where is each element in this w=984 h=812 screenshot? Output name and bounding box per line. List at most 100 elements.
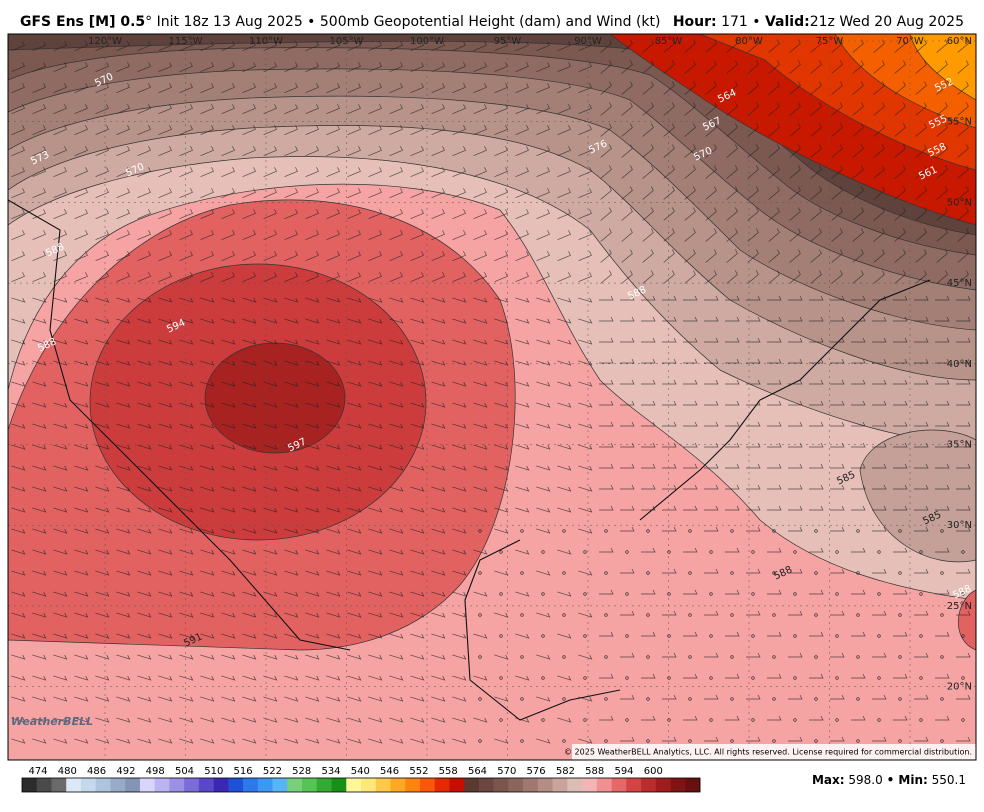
wind-barb	[473, 251, 487, 262]
wind-barb	[347, 591, 362, 597]
wind-barb	[326, 423, 341, 429]
wind-barb	[852, 144, 864, 158]
wind-barb	[746, 505, 761, 511]
latitude-label: 20°N	[947, 682, 972, 693]
wind-barb	[809, 505, 824, 511]
wind-barb	[768, 81, 780, 95]
wind-barb	[578, 402, 593, 408]
wind-barb	[389, 146, 403, 157]
wind-barb	[725, 316, 740, 322]
calm-barb	[478, 697, 482, 701]
wind-barb	[263, 339, 278, 345]
wind-barb	[137, 41, 151, 52]
wind-barb	[494, 339, 509, 345]
wind-barb	[515, 297, 530, 303]
wind-barb	[326, 696, 341, 702]
calm-barb	[856, 697, 860, 701]
wind-barb	[725, 442, 740, 448]
wind-barb	[137, 507, 152, 513]
wind-barb	[935, 484, 950, 490]
wind-barb	[935, 358, 950, 364]
wind-barb	[200, 423, 215, 429]
wind-barb	[431, 339, 446, 345]
calm-barb	[709, 634, 713, 638]
colorbar-swatch	[184, 778, 200, 792]
wind-barb	[705, 249, 717, 263]
wind-barb	[683, 715, 698, 721]
wind-barb	[452, 549, 467, 555]
wind-barb	[221, 654, 236, 660]
wind-barb	[389, 272, 403, 283]
wind-barb	[263, 297, 278, 303]
wind-barb	[767, 631, 782, 637]
wind-barb	[452, 486, 467, 492]
wind-barb	[410, 486, 425, 492]
wind-barb	[914, 526, 929, 532]
wind-barb	[662, 610, 677, 616]
wind-barb	[284, 272, 298, 283]
wind-barb	[158, 465, 173, 471]
wind-barb	[137, 696, 152, 702]
calm-barb	[919, 550, 923, 554]
wind-barb	[915, 39, 927, 53]
wind-barb	[284, 696, 299, 702]
wind-barb	[32, 360, 47, 366]
wind-barb	[137, 230, 151, 241]
longitude-label: 105°W	[330, 36, 364, 47]
wind-barb	[473, 675, 488, 681]
wind-barb	[956, 568, 971, 574]
wind-barb	[557, 507, 572, 513]
wind-barb	[704, 568, 719, 574]
wind-barb	[95, 549, 110, 555]
wind-barb	[431, 251, 445, 262]
wind-barb	[305, 570, 320, 576]
wind-barb	[473, 167, 487, 178]
wind-barb	[452, 318, 467, 324]
wind-barb	[137, 188, 151, 199]
wind-barb	[95, 612, 110, 618]
wind-barb	[956, 295, 971, 301]
wind-barb	[305, 675, 320, 681]
calm-barb	[730, 739, 734, 743]
wind-barb	[893, 421, 908, 427]
wind-barb	[158, 612, 173, 618]
wind-barb	[53, 591, 68, 597]
wind-barb	[221, 272, 235, 283]
wind-barb	[158, 230, 172, 241]
wind-barb	[852, 39, 864, 53]
wind-barb	[95, 675, 110, 681]
calm-barb	[520, 655, 524, 659]
wind-barb	[410, 423, 425, 429]
wind-barb	[683, 547, 698, 553]
wind-barb	[872, 736, 887, 742]
wind-barb	[473, 209, 487, 220]
wind-barb	[621, 228, 633, 242]
calm-barb	[688, 571, 692, 575]
calm-barb	[751, 550, 755, 554]
wind-barb	[851, 631, 866, 637]
wind-barb	[494, 230, 508, 241]
wind-barb	[914, 421, 929, 427]
wind-barb	[957, 165, 969, 179]
wind-barb	[158, 104, 172, 115]
wind-barb	[389, 41, 403, 52]
wind-barb	[242, 339, 257, 345]
wind-barb	[704, 463, 719, 469]
wind-barb	[725, 400, 740, 406]
wind-barb	[600, 207, 612, 221]
wind-barb	[95, 41, 109, 52]
valid-label: Valid:	[765, 14, 810, 30]
wind-barb	[894, 165, 906, 179]
wind-barb	[326, 675, 341, 681]
wind-barb	[53, 465, 68, 471]
wind-barb	[725, 589, 740, 595]
wind-barb	[642, 165, 654, 179]
colorbar-swatch	[154, 778, 170, 792]
wind-barb	[74, 570, 89, 576]
wind-barb	[536, 507, 551, 513]
wind-barb	[557, 675, 572, 681]
wind-barb	[578, 570, 593, 576]
wind-barb	[578, 612, 593, 618]
calm-barb	[562, 655, 566, 659]
wind-barb	[32, 272, 46, 283]
